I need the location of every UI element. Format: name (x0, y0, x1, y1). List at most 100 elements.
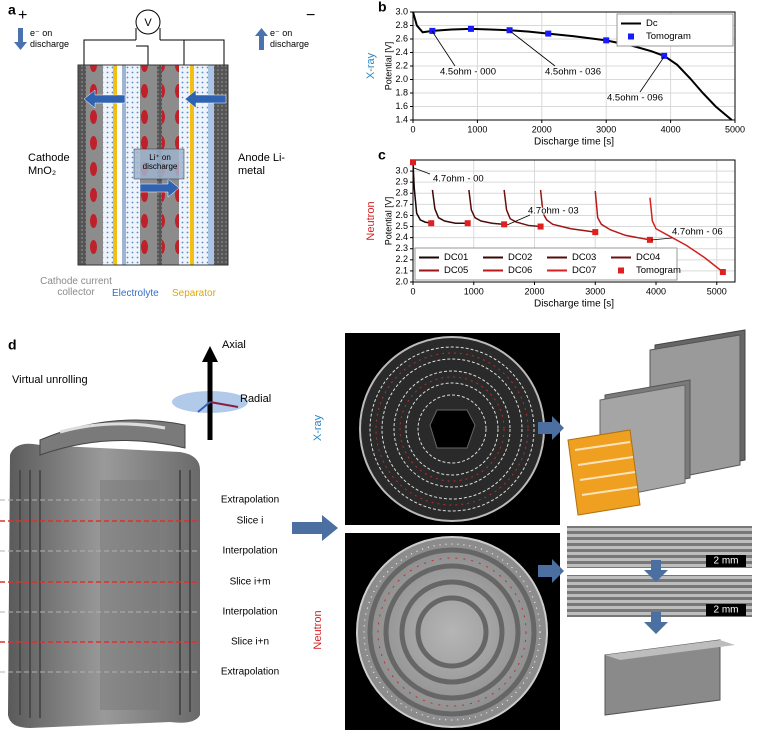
legend-label: DC01 (444, 252, 468, 263)
legend-swatch (628, 33, 634, 40)
axis-glyph (172, 346, 248, 440)
modality-label: X-ray (312, 414, 324, 441)
panel-label: a (8, 2, 16, 18)
y-tick-label: 2.8 (395, 20, 408, 30)
x-tick-label: 4000 (646, 286, 666, 296)
panel-label: b (378, 0, 387, 15)
x-tick-label: 1000 (464, 286, 484, 296)
y-tick-label: 2.0 (395, 276, 408, 286)
legend-swatch (618, 267, 624, 274)
li-ion-label: Li⁺ on discharge (142, 153, 178, 171)
battery-wiring (83, 9, 225, 65)
y-tick-label: 2.4 (395, 47, 408, 57)
annotation: 4.5ohm - 036 (545, 67, 601, 78)
data-marker (603, 37, 610, 44)
series-line (412, 162, 432, 224)
plot-frame (412, 159, 736, 283)
separator-label: Separator (172, 288, 216, 299)
series-line (649, 197, 724, 273)
series-line (468, 189, 505, 226)
electron-label: e⁻ on discharge (270, 28, 310, 49)
y-tick-label: 2.4 (395, 232, 408, 242)
x-tick-label: 5000 (725, 124, 745, 134)
y-tick-label: 1.6 (395, 101, 408, 111)
series-line (503, 189, 541, 228)
arrow (292, 515, 338, 541)
annotation: 4.7ohm - 00 (433, 174, 484, 185)
data-marker (428, 220, 435, 227)
side-label: Neutron (365, 201, 377, 240)
y-tick-label: 1.8 (395, 87, 408, 97)
slice-label: Slice i+m (230, 577, 271, 588)
anode-label: Anode Li-metal (238, 152, 286, 177)
annotation-arrow (650, 237, 673, 241)
electron-arrows (14, 28, 268, 50)
slice-label: Extrapolation (221, 667, 279, 678)
side-label: X-ray (365, 52, 377, 79)
data-marker (501, 221, 508, 228)
legend-label: DC03 (572, 252, 596, 263)
annotation: 4.7ohm - 03 (528, 206, 579, 217)
x-axis-label: Discharge time [s] (534, 137, 614, 148)
y-tick-label: 2.7 (395, 199, 408, 209)
axis-label: Axial (222, 339, 246, 351)
data-marker (592, 229, 599, 236)
battery-layers (77, 64, 229, 266)
x-axis-label: Discharge time [s] (534, 299, 614, 310)
data-marker (646, 236, 653, 243)
y-axis-label: Potential [V] (383, 42, 393, 91)
cathode-label: Cathode MnO₂ (28, 152, 70, 177)
data-marker (467, 25, 474, 32)
slice-label: Interpolation (222, 546, 277, 557)
slice-label: Slice i+n (231, 637, 269, 648)
modality-label: Neutron (312, 610, 324, 649)
voltmeter: V (144, 17, 152, 29)
axis-label: Radial (240, 393, 271, 405)
panel-title: Virtual unrolling (12, 374, 88, 386)
legend-label: DC05 (444, 265, 468, 276)
x-tick-label: 2000 (524, 286, 544, 296)
y-tick-label: 3.0 (395, 165, 408, 175)
legend-label: DC04 (636, 252, 660, 263)
y-tick-label: 1.4 (395, 114, 408, 124)
data-marker (545, 30, 552, 37)
slice-label: Slice i (237, 516, 264, 527)
panel-label: d (8, 337, 17, 353)
x-tick-label: 2000 (532, 124, 552, 134)
y-tick-label: 2.1 (395, 265, 408, 275)
y-tick-label: 2.6 (395, 33, 408, 43)
y-axis-label: Potential [V] (383, 197, 393, 246)
plot-frame (412, 11, 736, 121)
slice-lines: Extrapolation Slice i Interpolation Slice i… (0, 495, 279, 678)
x-tick-label: 0 (410, 124, 415, 134)
panel-label: c (378, 147, 386, 163)
legend-label: DC06 (508, 265, 532, 276)
series-line (539, 189, 596, 233)
neutron-slice (345, 533, 560, 730)
data-marker (719, 269, 726, 276)
unrolled-sheets (538, 329, 752, 716)
scale-bar: 2 mm (714, 605, 739, 616)
annotation-arrow (509, 30, 556, 67)
slice-label: Extrapolation (221, 495, 279, 506)
legend-label: Tomogram (646, 31, 691, 42)
legend-box (616, 13, 734, 47)
cell-image (8, 419, 200, 728)
series-line (594, 190, 651, 241)
charts: 1.4 1.6 1.8 2.0 2.2 2.4 2.6 2.8 3.0 0 1000 2000 3000… (365, 0, 745, 310)
data-marker (464, 220, 471, 227)
series-line (431, 189, 468, 224)
x-tick-label: 5000 (707, 286, 727, 296)
legend-label: Dc (646, 18, 658, 29)
legend-label: DC02 (508, 252, 532, 263)
annotation: 4.5ohm - 000 (440, 67, 496, 78)
x-tick-label: 4000 (661, 124, 681, 134)
slice-label: Interpolation (222, 607, 277, 618)
y-tick-label: 2.2 (395, 60, 408, 70)
x-tick-label: 0 (410, 286, 415, 296)
data-marker (410, 159, 416, 166)
y-tick-label: 3.0 (395, 6, 408, 16)
x-tick-label: 3000 (585, 286, 605, 296)
